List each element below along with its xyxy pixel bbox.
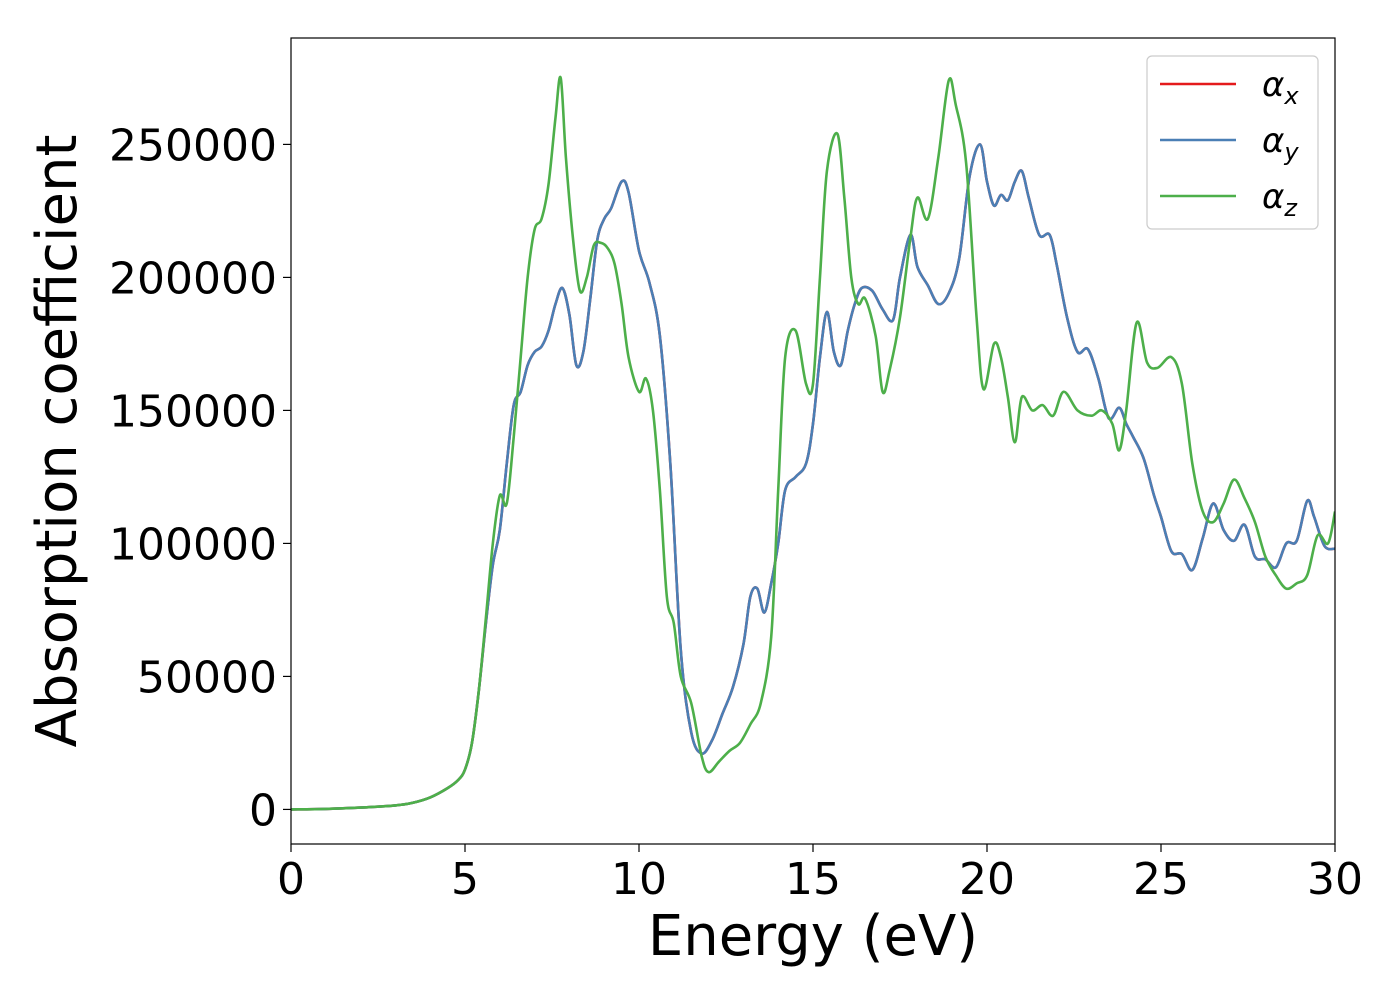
legend-label-y: αy xyxy=(1262,121,1299,166)
x-axis-title: Energy (eV) xyxy=(648,904,978,969)
x-tick-label: 30 xyxy=(1307,854,1363,905)
legend-symbol: α xyxy=(1262,121,1284,161)
y-tick-label: 50000 xyxy=(137,652,277,703)
y-axis: 0 50000 100000 150000 200000 250000 xyxy=(109,120,291,836)
x-tick-label: 0 xyxy=(277,854,305,905)
legend-symbol: α xyxy=(1262,177,1284,217)
legend-subscript: z xyxy=(1283,194,1298,222)
y-tick-label: 200000 xyxy=(109,253,277,304)
x-tick-label: 10 xyxy=(611,854,667,905)
series-line-y xyxy=(291,143,1335,811)
legend-label-x: αx xyxy=(1262,65,1299,110)
y-tick-label: 0 xyxy=(249,785,277,836)
x-tick-label: 25 xyxy=(1133,854,1189,905)
y-axis-title: Absorption coefficient xyxy=(25,135,90,748)
legend-symbol: α xyxy=(1262,65,1284,105)
x-axis: 0 5 10 15 20 25 30 xyxy=(277,844,1363,905)
y-tick-label: 100000 xyxy=(109,519,277,570)
series-layer xyxy=(291,75,1335,811)
y-tick-label: 150000 xyxy=(109,386,277,437)
legend-subscript: x xyxy=(1283,82,1299,110)
x-tick-label: 20 xyxy=(959,854,1015,905)
x-tick-label: 15 xyxy=(785,854,841,905)
legend-subscript: y xyxy=(1283,138,1299,166)
legend-label-z: αz xyxy=(1262,177,1298,222)
x-tick-label: 5 xyxy=(451,854,479,905)
y-tick-label: 250000 xyxy=(109,120,277,171)
legend-frame xyxy=(1146,55,1319,230)
series-line-z xyxy=(291,75,1335,811)
